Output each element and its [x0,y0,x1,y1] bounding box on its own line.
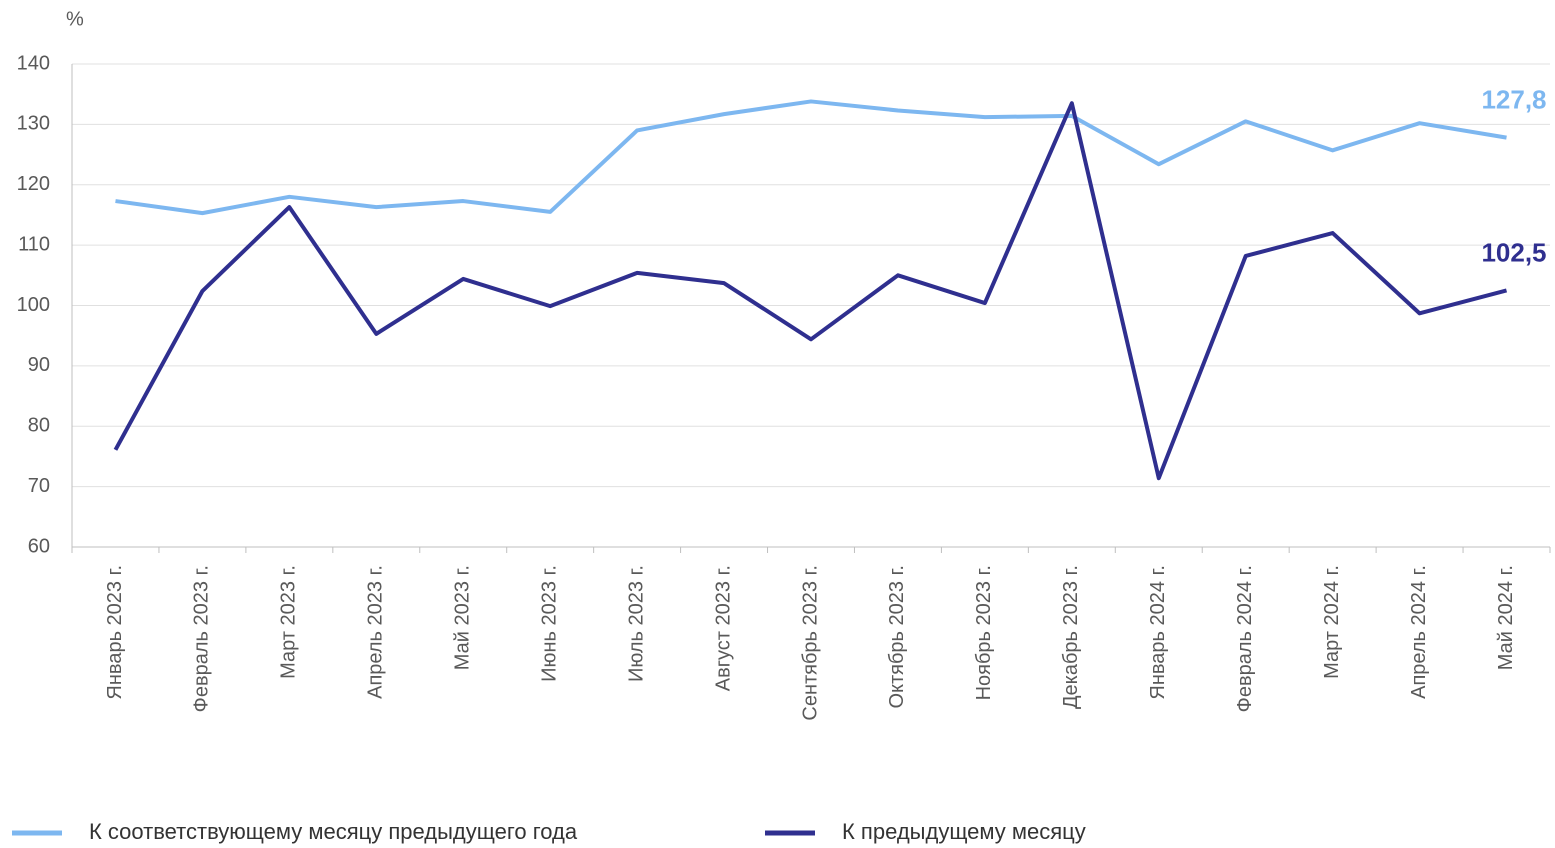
x-tick-label: Январь 2024 г. [1147,565,1169,700]
value-label: 127,8 [1481,85,1546,115]
x-tick-label: Март 2023 г. [278,565,300,679]
y-tick-label: 110 [18,233,50,255]
y-tick-label: 60 [28,535,50,557]
legend-label: К предыдущему месяцу [842,819,1086,844]
series-line [115,99,1507,216]
x-tick-label: Сентябрь 2023 г. [799,565,821,721]
x-tick-label: Октябрь 2023 г. [886,565,908,709]
series-line [113,101,1508,481]
x-tick-label: Июнь 2023 г. [538,565,560,682]
y-tick-label: 100 [17,294,50,316]
x-tick-label: Май 2023 г. [452,565,474,670]
y-tick-label: 80 [28,415,50,437]
x-tick-label: Май 2024 г. [1495,565,1517,670]
x-tick-label: Август 2023 г. [712,565,734,691]
y-tick-label: 140 [17,52,50,74]
legend-label: К соответствующему месяцу предыдущего го… [89,819,578,844]
x-tick-label: Февраль 2024 г. [1234,565,1256,712]
x-tick-label: Ноябрь 2023 г. [973,565,995,700]
x-tick-label: Апрель 2024 г. [1408,565,1430,699]
x-tick-label: Февраль 2023 г. [191,565,213,712]
x-tick-label: Январь 2023 г. [104,565,126,700]
value-label: 102,5 [1481,237,1546,267]
y-tick-label: 130 [17,113,50,135]
y-tick-label: 70 [28,475,50,497]
x-tick-label: Декабрь 2023 г. [1060,565,1082,709]
y-tick-label: 120 [17,173,50,195]
x-tick-label: Апрель 2023 г. [365,565,387,699]
y-tick-label: 90 [28,354,50,376]
x-tick-label: Июль 2023 г. [625,565,647,682]
y-axis-label: % [66,8,84,30]
x-tick-label: Март 2024 г. [1321,565,1343,679]
